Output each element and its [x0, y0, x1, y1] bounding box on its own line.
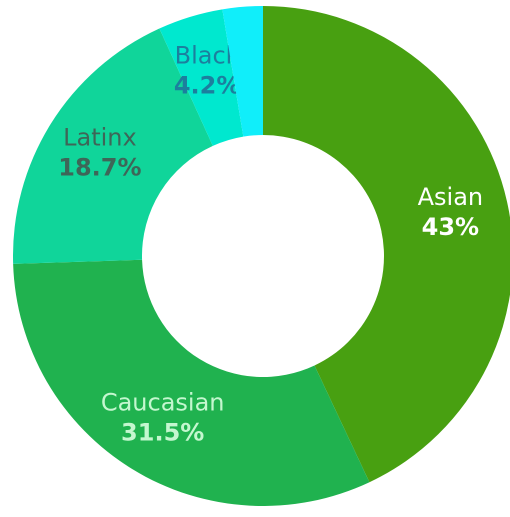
- donut-segment: [13, 259, 370, 506]
- donut-segment: [12, 28, 213, 264]
- segment-name: Caucasian: [101, 389, 225, 417]
- donut-segment: [222, 6, 263, 137]
- segment-name: Latinx: [63, 124, 137, 152]
- segment-value: 4.2%: [174, 71, 241, 99]
- segment-name: Asian: [418, 183, 484, 211]
- segment-value: 18.7%: [58, 154, 141, 182]
- segment-value: 31.5%: [121, 419, 204, 447]
- donut-segment: [159, 9, 244, 146]
- segment-value: 43%: [422, 213, 479, 241]
- donut-segment: [263, 6, 510, 483]
